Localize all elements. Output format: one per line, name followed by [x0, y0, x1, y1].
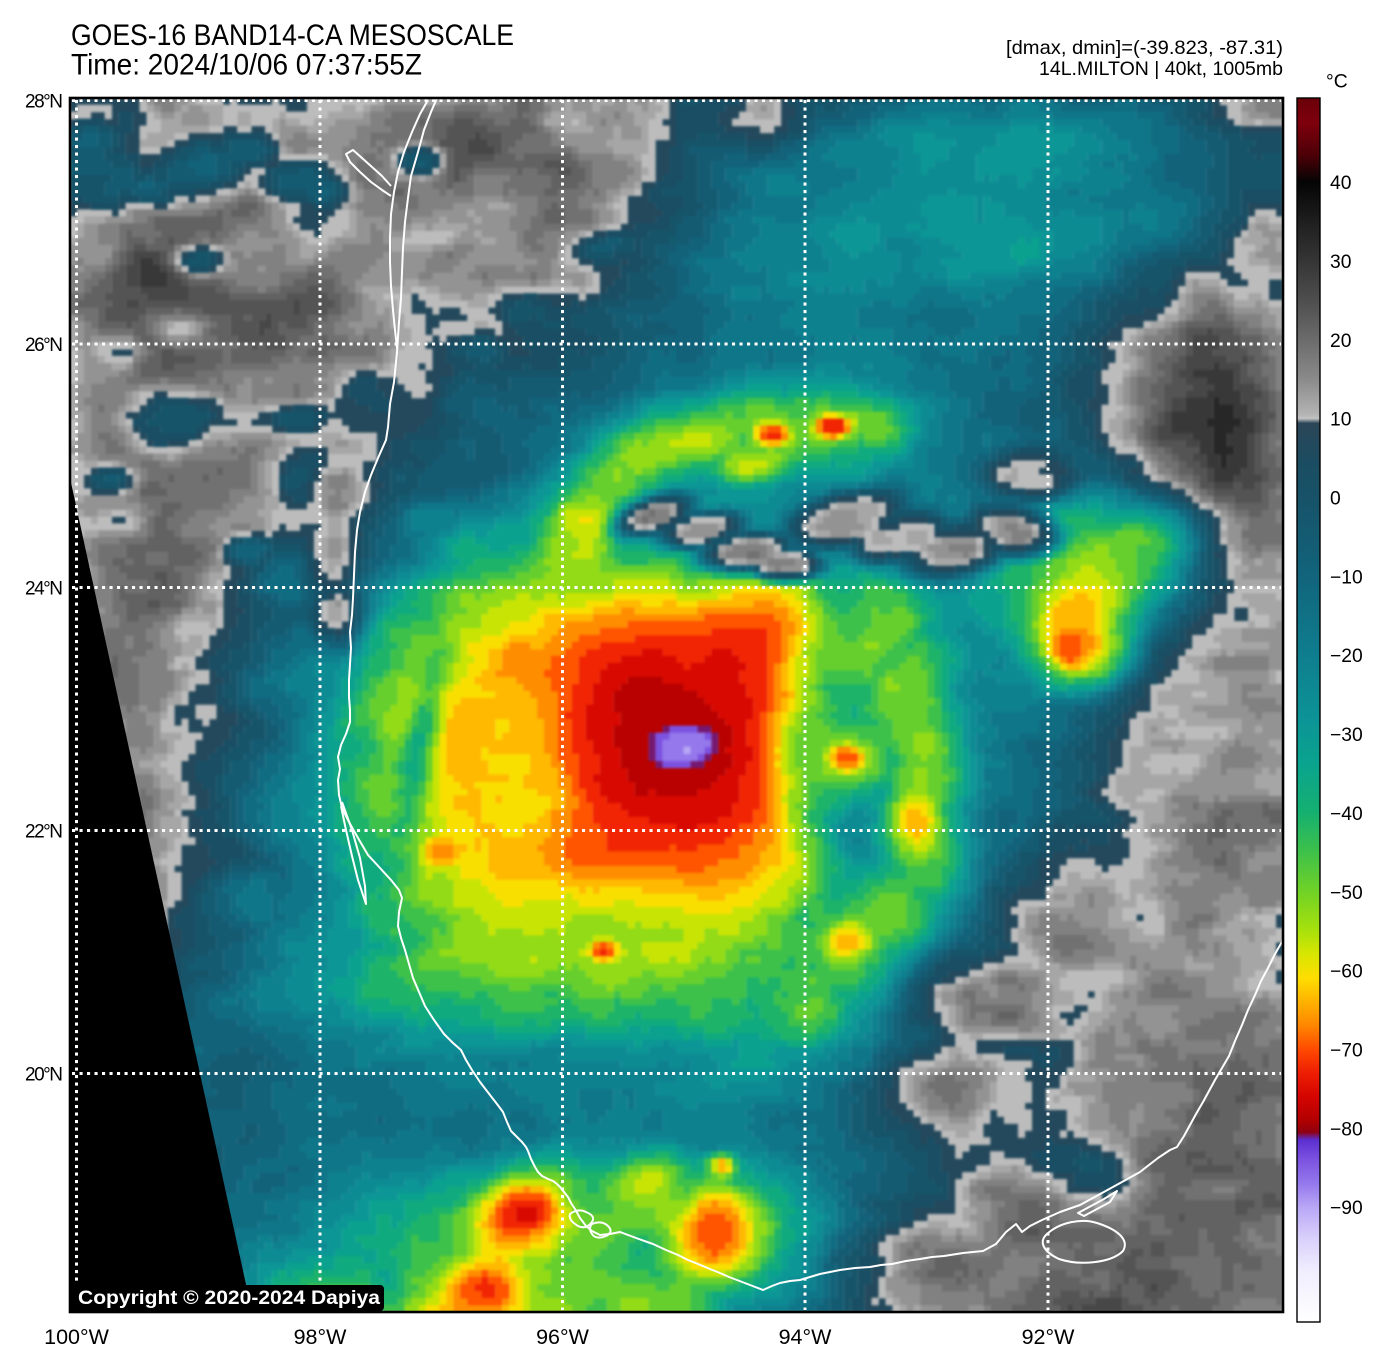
svg-text:28°N: 28°N	[25, 91, 63, 112]
svg-text:−70: −70	[1330, 1041, 1363, 1062]
svg-text:−40: −40	[1330, 804, 1363, 825]
svg-text:96°W: 96°W	[536, 1325, 590, 1349]
svg-text:°C: °C	[1326, 72, 1348, 93]
svg-text:Time: 2024/10/06 07:37:55Z: Time: 2024/10/06 07:37:55Z	[71, 49, 422, 82]
svg-text:−90: −90	[1330, 1198, 1363, 1219]
svg-text:98°W: 98°W	[294, 1325, 348, 1349]
svg-text:14L.MILTON | 40kt, 1005mb: 14L.MILTON | 40kt, 1005mb	[1039, 58, 1283, 80]
svg-text:26°N: 26°N	[25, 335, 63, 356]
svg-text:0: 0	[1330, 489, 1341, 510]
svg-text:−30: −30	[1330, 725, 1363, 746]
svg-text:Copyright © 2020-2024 Dapiya: Copyright © 2020-2024 Dapiya	[78, 1287, 380, 1309]
svg-text:30: 30	[1330, 252, 1351, 273]
svg-text:100°W: 100°W	[44, 1325, 109, 1349]
svg-text:GOES-16 BAND14-CA MESOSCALE: GOES-16 BAND14-CA MESOSCALE	[71, 19, 514, 52]
svg-text:92°W: 92°W	[1022, 1325, 1076, 1349]
svg-text:−20: −20	[1330, 646, 1363, 667]
svg-text:−80: −80	[1330, 1119, 1363, 1140]
svg-text:40: 40	[1330, 173, 1351, 194]
svg-text:10: 10	[1330, 410, 1351, 431]
svg-text:22°N: 22°N	[25, 821, 63, 842]
svg-text:20°N: 20°N	[25, 1064, 63, 1085]
svg-text:20: 20	[1330, 331, 1351, 352]
svg-text:94°W: 94°W	[779, 1325, 833, 1349]
svg-text:−60: −60	[1330, 962, 1363, 983]
svg-text:−50: −50	[1330, 883, 1363, 904]
svg-text:−10: −10	[1330, 567, 1363, 588]
svg-text:[dmax, dmin]=(-39.823, -87.31): [dmax, dmin]=(-39.823, -87.31)	[1006, 37, 1283, 59]
svg-text:24°N: 24°N	[25, 578, 63, 599]
